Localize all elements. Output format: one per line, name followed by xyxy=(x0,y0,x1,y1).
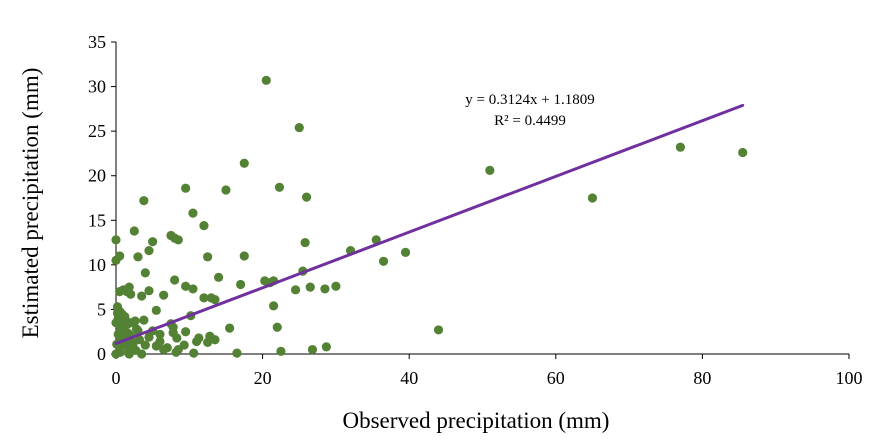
data-point xyxy=(320,284,330,294)
y-tick-label: 15 xyxy=(88,210,106,230)
data-point xyxy=(307,344,318,355)
data-point xyxy=(159,344,169,355)
data-point xyxy=(221,185,231,195)
x-tick-label: 20 xyxy=(254,368,272,388)
x-tick-label: 40 xyxy=(400,368,418,388)
data-point xyxy=(155,329,165,339)
data-point xyxy=(140,268,150,278)
data-point xyxy=(378,256,389,266)
data-point xyxy=(274,182,285,192)
data-point xyxy=(268,301,279,311)
x-axis-title: Observed precipitation (mm) xyxy=(343,408,610,433)
data-point xyxy=(114,347,124,357)
x-tick-label: 100 xyxy=(836,368,863,388)
data-point xyxy=(236,279,246,290)
data-point xyxy=(239,251,249,261)
data-point xyxy=(276,346,286,356)
data-point xyxy=(738,147,748,158)
data-point xyxy=(203,252,213,262)
data-point xyxy=(294,122,304,133)
data-point xyxy=(124,282,134,292)
data-point xyxy=(131,324,142,334)
y-tick-label: 5 xyxy=(97,299,106,319)
data-point xyxy=(155,336,165,347)
data-point xyxy=(290,285,301,295)
x-tick-labels: 0 20 40 60 80 100 xyxy=(112,368,863,388)
data-point xyxy=(225,323,235,333)
data-point xyxy=(205,331,215,341)
data-point xyxy=(173,235,183,245)
data-point xyxy=(321,342,331,352)
data-point xyxy=(210,295,220,305)
data-point xyxy=(199,221,209,231)
data-point xyxy=(144,286,154,296)
data-point xyxy=(192,336,202,347)
data-point xyxy=(151,305,161,315)
data-point xyxy=(139,315,149,325)
y-tick-label: 25 xyxy=(88,121,106,141)
y-tick-label: 0 xyxy=(97,344,106,364)
data-point xyxy=(134,335,145,345)
data-point xyxy=(261,75,271,85)
data-point xyxy=(188,284,198,294)
data-point xyxy=(214,272,224,282)
data-point xyxy=(144,332,154,342)
x-tick-label: 60 xyxy=(547,368,565,388)
data-point xyxy=(181,281,191,291)
data-point xyxy=(485,165,495,175)
data-point xyxy=(305,282,315,292)
data-point xyxy=(181,327,191,337)
data-point xyxy=(239,158,249,168)
data-point xyxy=(400,247,411,257)
data-point xyxy=(587,193,598,203)
y-tick-label: 30 xyxy=(88,77,106,97)
data-point xyxy=(115,251,125,261)
data-point xyxy=(171,347,181,357)
y-tick-label: 35 xyxy=(88,32,106,52)
data-point xyxy=(117,313,128,323)
data-point xyxy=(129,226,139,236)
data-point xyxy=(159,290,169,300)
data-point xyxy=(124,346,134,356)
axes xyxy=(111,41,850,359)
data-point xyxy=(115,321,125,331)
data-points xyxy=(111,75,748,359)
x-tick-label: 80 xyxy=(693,368,711,388)
data-point xyxy=(123,328,134,339)
data-point xyxy=(126,318,136,328)
data-point xyxy=(199,293,209,303)
data-point xyxy=(144,245,154,256)
data-point xyxy=(433,325,444,335)
data-point xyxy=(111,235,121,245)
trendline-equation: y = 0.3124x + 1.1809 xyxy=(465,92,594,108)
x-tick-label: 0 xyxy=(112,368,121,388)
data-point xyxy=(133,252,143,262)
y-tick-labels: 0 5 10 15 20 25 30 35 xyxy=(88,32,106,364)
data-point xyxy=(188,208,198,218)
trendline-group xyxy=(114,103,745,345)
data-point xyxy=(331,281,341,291)
data-point xyxy=(300,237,310,248)
y-tick-label: 10 xyxy=(88,255,106,275)
data-point xyxy=(168,328,178,338)
y-tick-label: 20 xyxy=(88,166,106,186)
data-point xyxy=(232,348,242,358)
data-point xyxy=(272,322,282,332)
data-point xyxy=(148,237,158,247)
data-point xyxy=(181,183,191,193)
data-point xyxy=(170,275,180,285)
y-axis-title: Estimated precipitation (mm) xyxy=(18,68,43,339)
data-point xyxy=(301,192,312,202)
data-point xyxy=(139,196,149,206)
data-point xyxy=(140,340,150,350)
data-point xyxy=(126,289,136,299)
r-squared-label: R² = 0.4499 xyxy=(494,113,566,129)
trendline xyxy=(114,103,745,345)
data-point xyxy=(137,291,147,301)
data-point xyxy=(189,348,199,358)
data-point xyxy=(675,142,686,152)
